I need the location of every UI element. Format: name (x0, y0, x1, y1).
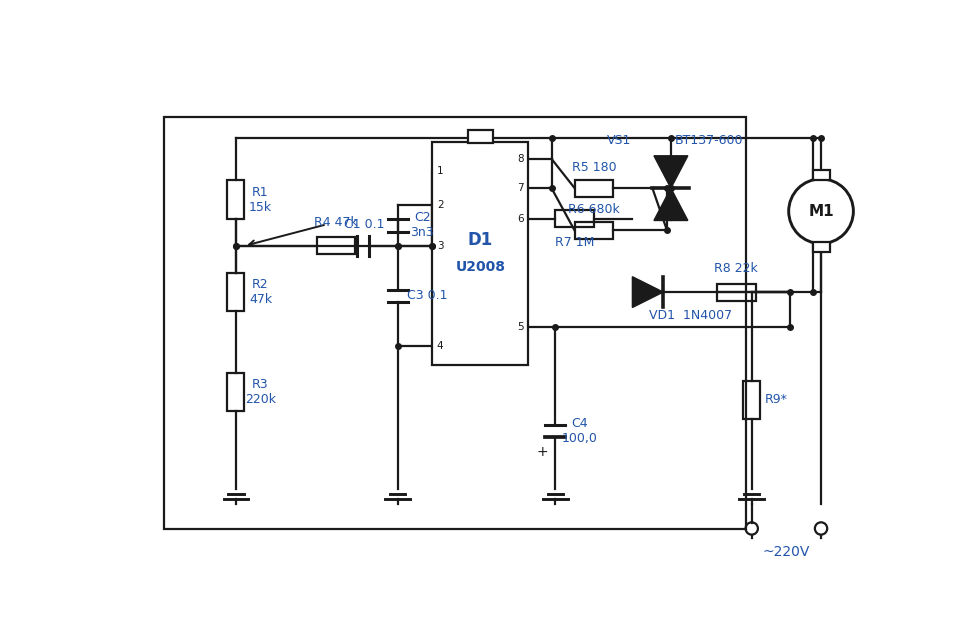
Bar (575, 222, 614, 239)
Bar (743, 380, 760, 419)
Bar (717, 283, 756, 300)
Bar (227, 180, 244, 219)
Text: R6 680k: R6 680k (568, 203, 619, 216)
Text: R8 22k: R8 22k (715, 262, 758, 276)
Text: 6: 6 (517, 214, 524, 224)
Polygon shape (654, 156, 688, 188)
Text: 8: 8 (517, 154, 524, 164)
Text: R2
47k: R2 47k (249, 278, 272, 306)
Text: VD1  1N4007: VD1 1N4007 (649, 309, 731, 322)
Text: VS1: VS1 (607, 134, 631, 147)
Circle shape (789, 179, 853, 244)
Text: +: + (537, 445, 548, 459)
Bar (812, 242, 830, 252)
Text: 2: 2 (436, 200, 443, 210)
Polygon shape (654, 188, 688, 220)
Bar (165, 117, 745, 529)
Text: 5: 5 (517, 322, 524, 332)
Text: R9*: R9* (765, 393, 788, 406)
Bar (555, 211, 594, 227)
Text: R3
220k: R3 220k (245, 378, 276, 406)
Bar (317, 237, 356, 254)
Text: C4
100,0: C4 100,0 (562, 416, 598, 445)
Polygon shape (632, 276, 663, 307)
Text: R5 180: R5 180 (572, 161, 617, 174)
Text: 3: 3 (436, 241, 443, 251)
Bar (227, 273, 244, 311)
Bar (468, 129, 493, 143)
Text: C2
3n3: C2 3n3 (410, 211, 434, 240)
Text: BT137-600: BT137-600 (675, 134, 743, 147)
Bar (227, 373, 244, 411)
Text: R4 47k: R4 47k (314, 216, 357, 229)
Text: C3 0.1: C3 0.1 (406, 290, 447, 302)
Bar (432, 142, 529, 365)
Text: 7: 7 (517, 183, 524, 193)
Text: R1
15k: R1 15k (249, 186, 272, 214)
Text: R7 1M: R7 1M (555, 235, 594, 249)
Text: C1 0.1: C1 0.1 (344, 218, 385, 231)
Text: ~220V: ~220V (763, 545, 810, 558)
Bar (575, 180, 614, 197)
Text: D1: D1 (468, 231, 493, 249)
Text: 4: 4 (436, 341, 443, 351)
Bar (812, 170, 830, 180)
Text: U2008: U2008 (455, 261, 506, 274)
Text: 1: 1 (436, 166, 443, 176)
Text: M1: M1 (808, 204, 834, 219)
